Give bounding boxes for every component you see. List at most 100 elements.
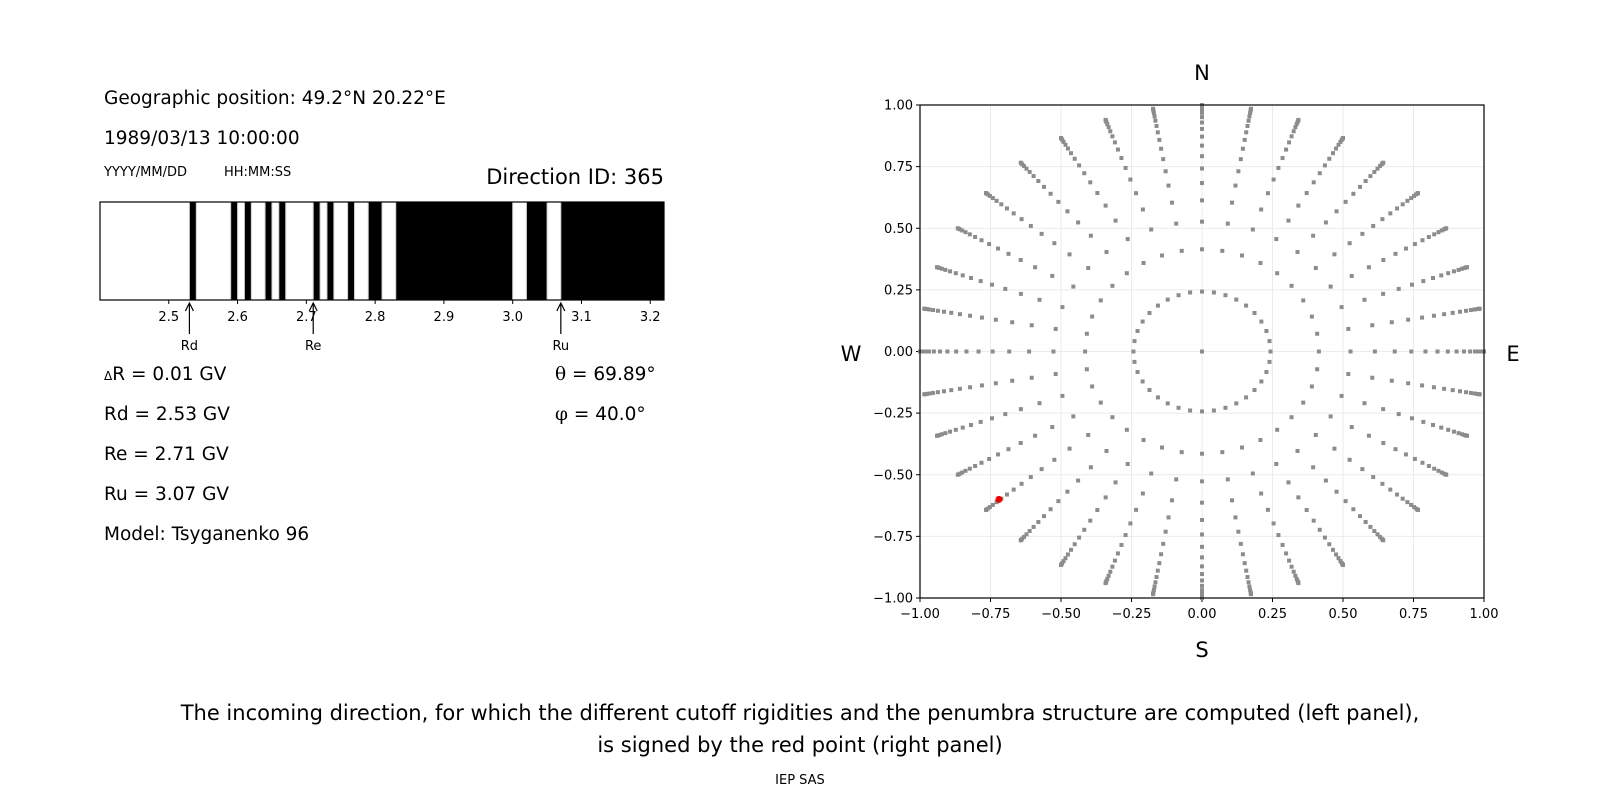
- y-tick-label: −0.25: [873, 407, 913, 422]
- grid-point: [1200, 166, 1204, 171]
- grid-point: [1059, 136, 1064, 141]
- datetime: 1989/03/13 10:00:00: [104, 128, 300, 149]
- grid-point: [1451, 269, 1456, 274]
- grid-point: [1059, 562, 1064, 567]
- grid-point: [1389, 320, 1394, 325]
- grid-point: [1174, 477, 1179, 482]
- grid-point: [1028, 223, 1033, 228]
- grid-point: [1132, 359, 1137, 364]
- re-value: Re = 2.71 GV: [104, 444, 229, 465]
- grid-point: [973, 464, 978, 469]
- grid-point: [1332, 252, 1337, 257]
- grid-point: [978, 419, 983, 424]
- grid-point: [1458, 389, 1463, 394]
- grid-point: [1128, 521, 1133, 526]
- grid-point: [1366, 265, 1371, 270]
- grid-point: [1358, 184, 1363, 189]
- grid-point: [1200, 143, 1204, 148]
- grid-point: [1112, 140, 1117, 145]
- grid-point: [1248, 587, 1253, 592]
- grid-point: [1439, 425, 1444, 430]
- grid-point: [1072, 156, 1077, 161]
- grid-point: [1371, 223, 1376, 228]
- compass-s: S: [1195, 638, 1208, 662]
- grid-point: [1151, 106, 1156, 111]
- grid-point: [1431, 313, 1436, 318]
- grid-point: [1439, 470, 1444, 475]
- ru-value: Ru = 3.07 GV: [104, 484, 229, 505]
- grid-point: [1315, 331, 1320, 336]
- grid-point: [1141, 438, 1146, 443]
- grid-point: [1406, 317, 1411, 322]
- grid-point: [1295, 448, 1300, 453]
- grid-point: [1280, 542, 1285, 547]
- grid-point: [1069, 547, 1074, 552]
- grid-point: [926, 349, 931, 354]
- grid-point: [1349, 425, 1354, 430]
- grid-point: [1236, 529, 1241, 534]
- grid-point: [1289, 415, 1294, 420]
- grid-point: [1446, 271, 1451, 276]
- grid-point: [1027, 349, 1032, 354]
- phi: φ = 40.0°: [555, 404, 646, 425]
- grid-point: [1372, 349, 1377, 354]
- grid-point: [1155, 303, 1160, 308]
- grid-point: [976, 349, 981, 354]
- grid-point: [1246, 580, 1251, 585]
- geographic-position: Geographic position: 49.2°N 20.22°E: [104, 88, 446, 109]
- grid-point: [938, 349, 943, 354]
- grid-point: [1011, 211, 1016, 216]
- grid-point: [1451, 429, 1456, 434]
- grid-point: [1445, 349, 1450, 354]
- grid-point: [1149, 227, 1154, 232]
- grid-point: [1280, 156, 1285, 161]
- grid-point: [1157, 561, 1162, 566]
- grid-point: [1442, 312, 1447, 317]
- grid-point: [1311, 233, 1316, 238]
- grid-point: [1296, 581, 1301, 586]
- grid-point: [1095, 507, 1100, 512]
- grid-point: [1159, 146, 1164, 151]
- grid-point: [1119, 156, 1124, 161]
- grid-point: [1071, 284, 1076, 289]
- forbidden-band: [312, 201, 321, 301]
- grid-point: [1403, 246, 1408, 251]
- grid-point: [1061, 559, 1066, 564]
- grid-point: [1400, 202, 1405, 207]
- grid-point: [1108, 129, 1113, 134]
- grid-point: [1115, 147, 1120, 152]
- grid-point: [1003, 412, 1008, 417]
- grid-point: [1351, 191, 1356, 196]
- grid-point: [1140, 491, 1145, 496]
- grid-point: [979, 315, 984, 320]
- grid-point: [1247, 114, 1252, 119]
- grid-point: [1381, 160, 1386, 165]
- grid-point: [1240, 552, 1245, 557]
- theta-symbol: θ: [555, 364, 566, 385]
- grid-point: [1084, 331, 1089, 336]
- grid-point: [1328, 414, 1333, 419]
- grid-point: [1323, 220, 1328, 225]
- grid-point: [1267, 359, 1272, 364]
- grid-point: [1105, 576, 1110, 581]
- grid-point: [1323, 478, 1328, 483]
- grid-point: [1211, 290, 1216, 295]
- grid-point: [1456, 431, 1461, 436]
- grid-point: [1380, 481, 1385, 486]
- y-tick-label: −0.50: [873, 468, 913, 483]
- grid-point: [1179, 248, 1184, 253]
- grid-point: [1381, 258, 1386, 263]
- grid-point: [1200, 107, 1204, 112]
- grid-point: [955, 472, 960, 477]
- grid-point: [987, 242, 992, 247]
- grid-point: [1140, 379, 1145, 384]
- grid-point: [1200, 110, 1204, 115]
- grid-point: [1431, 276, 1436, 281]
- grid-point: [1360, 231, 1365, 236]
- grid-point: [1103, 581, 1108, 586]
- grid-point: [1154, 123, 1159, 128]
- y-tick-label: 0.25: [884, 283, 913, 298]
- grid-point: [1176, 293, 1181, 298]
- grid-point: [1461, 349, 1466, 354]
- grid-point: [1264, 369, 1269, 374]
